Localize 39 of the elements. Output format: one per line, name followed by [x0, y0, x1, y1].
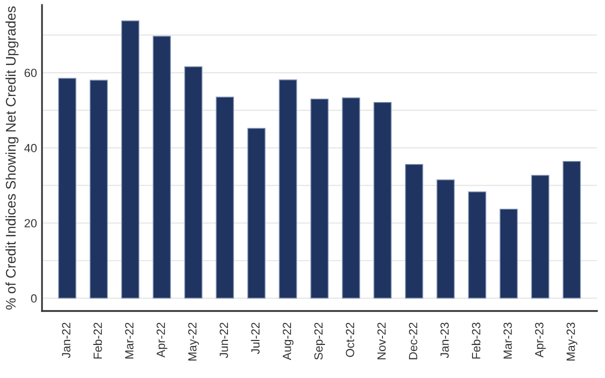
x-tick-label: Jan-22 [62, 322, 70, 358]
bar [121, 20, 140, 299]
bar [405, 164, 424, 299]
bar [58, 78, 76, 299]
x-tick-label: Apr-22 [156, 322, 168, 358]
x-tick-label: Dec-22 [408, 322, 418, 360]
x-tick-label: Oct-22 [346, 322, 354, 357]
x-tick-label: Jul-22 [250, 322, 260, 354]
bar [468, 191, 486, 299]
bar [562, 160, 581, 299]
bar [152, 36, 171, 299]
y-tick-label: 20 [24, 219, 37, 228]
x-tick-label: Sep-22 [314, 322, 326, 360]
bar [278, 79, 298, 299]
y-tick-label: 0 [31, 294, 37, 303]
x-tick-label: May-23 [566, 322, 578, 361]
x-tick-label: Feb-23 [472, 322, 480, 359]
bar [216, 96, 234, 299]
x-tick-label: Feb-22 [93, 322, 102, 359]
bar [310, 98, 329, 299]
bar [342, 97, 360, 299]
bar [373, 102, 392, 299]
bar [500, 208, 518, 299]
x-tick-label: Aug-22 [282, 322, 294, 360]
y-axis-title: % of Credit Indices Showing Net Credit Upgrades [6, 6, 18, 310]
x-tick-label: Nov-22 [377, 322, 386, 360]
bar [531, 174, 550, 299]
bar [436, 179, 455, 299]
x-tick-label: Mar-22 [125, 322, 134, 359]
bar [184, 66, 202, 299]
bar [90, 80, 108, 299]
y-tick-label: 60 [24, 68, 37, 78]
y-tick-label: 40 [24, 144, 37, 152]
bar [247, 128, 266, 299]
x-tick-label: Mar-23 [504, 322, 512, 359]
x-tick-label: Jan-23 [440, 322, 449, 358]
x-tick-label: May-22 [188, 322, 199, 361]
x-tick-label: Apr-23 [535, 322, 546, 358]
x-tick-label: Jun-22 [220, 322, 228, 358]
